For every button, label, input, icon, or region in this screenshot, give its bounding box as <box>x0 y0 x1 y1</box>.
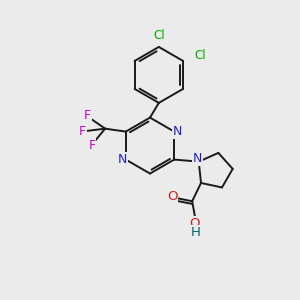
Text: O: O <box>189 217 200 230</box>
Text: F: F <box>88 139 95 152</box>
Text: F: F <box>79 124 86 137</box>
Text: O: O <box>167 190 177 203</box>
Text: Cl: Cl <box>153 29 165 42</box>
Text: N: N <box>118 153 127 166</box>
Text: F: F <box>84 110 91 122</box>
Text: H: H <box>191 226 201 239</box>
Text: N: N <box>193 152 202 165</box>
Text: N: N <box>173 125 182 138</box>
Text: Cl: Cl <box>194 49 206 62</box>
